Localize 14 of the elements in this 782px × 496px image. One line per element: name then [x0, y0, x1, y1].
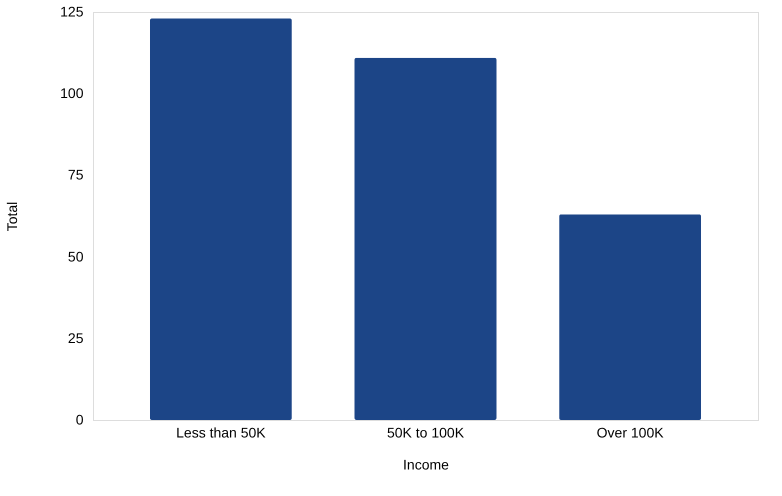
- bar: [559, 214, 702, 420]
- y-tick-label: 100: [60, 85, 84, 102]
- y-tick-label: 50: [68, 248, 84, 264]
- y-tick-label: 125: [60, 4, 84, 20]
- x-axis-title: Income: [403, 456, 450, 472]
- x-tick-label: Less than 50K: [176, 424, 266, 440]
- x-tick-label: Over 100K: [596, 424, 664, 440]
- y-axis-title: Total: [4, 202, 20, 232]
- y-tick-label: 75: [68, 166, 84, 183]
- bar: [150, 18, 292, 420]
- bar: [354, 58, 496, 420]
- y-tick-label: 25: [68, 330, 84, 346]
- y-tick-label: 0: [76, 412, 84, 428]
- x-tick-label: 50K to 100K: [386, 424, 465, 440]
